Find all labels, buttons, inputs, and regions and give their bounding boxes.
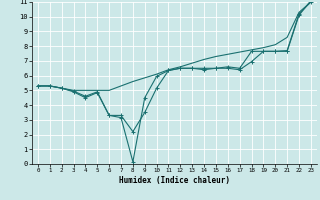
X-axis label: Humidex (Indice chaleur): Humidex (Indice chaleur) — [119, 176, 230, 185]
